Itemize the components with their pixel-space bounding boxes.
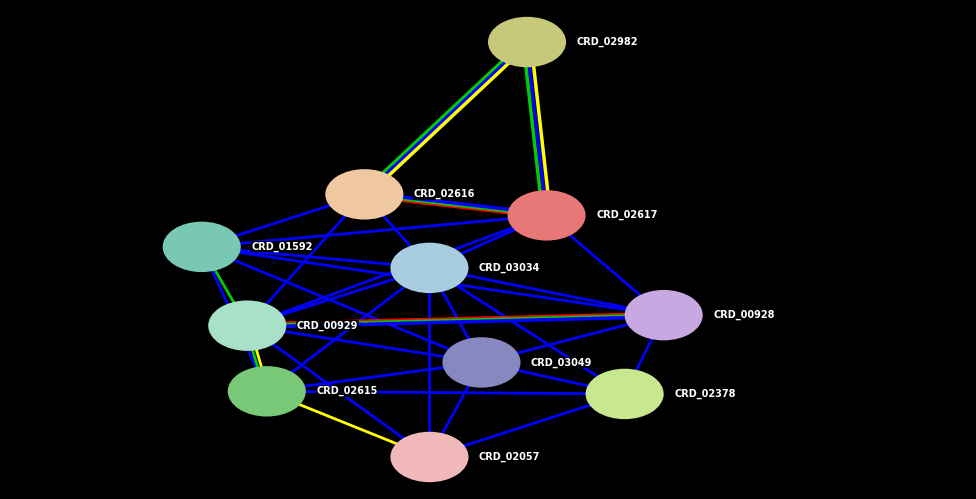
Ellipse shape (586, 369, 664, 419)
Ellipse shape (390, 432, 468, 482)
Text: CRD_02616: CRD_02616 (414, 189, 475, 200)
Ellipse shape (325, 169, 403, 220)
Text: CRD_02982: CRD_02982 (577, 37, 638, 47)
Text: CRD_00928: CRD_00928 (713, 310, 775, 320)
Ellipse shape (390, 243, 468, 293)
Ellipse shape (163, 222, 241, 272)
Text: CRD_02617: CRD_02617 (596, 210, 658, 221)
Text: CRD_02378: CRD_02378 (674, 389, 736, 399)
Ellipse shape (508, 190, 586, 241)
Ellipse shape (625, 290, 703, 340)
Text: CRD_01592: CRD_01592 (251, 242, 312, 252)
Text: CRD_00929: CRD_00929 (297, 320, 358, 331)
Text: CRD_02057: CRD_02057 (479, 452, 541, 462)
Text: CRD_03034: CRD_03034 (479, 263, 541, 273)
Ellipse shape (208, 300, 286, 351)
Text: CRD_03049: CRD_03049 (531, 357, 592, 368)
Ellipse shape (442, 337, 520, 388)
Ellipse shape (227, 366, 305, 417)
Text: CRD_02615: CRD_02615 (316, 386, 378, 396)
Ellipse shape (488, 17, 566, 67)
